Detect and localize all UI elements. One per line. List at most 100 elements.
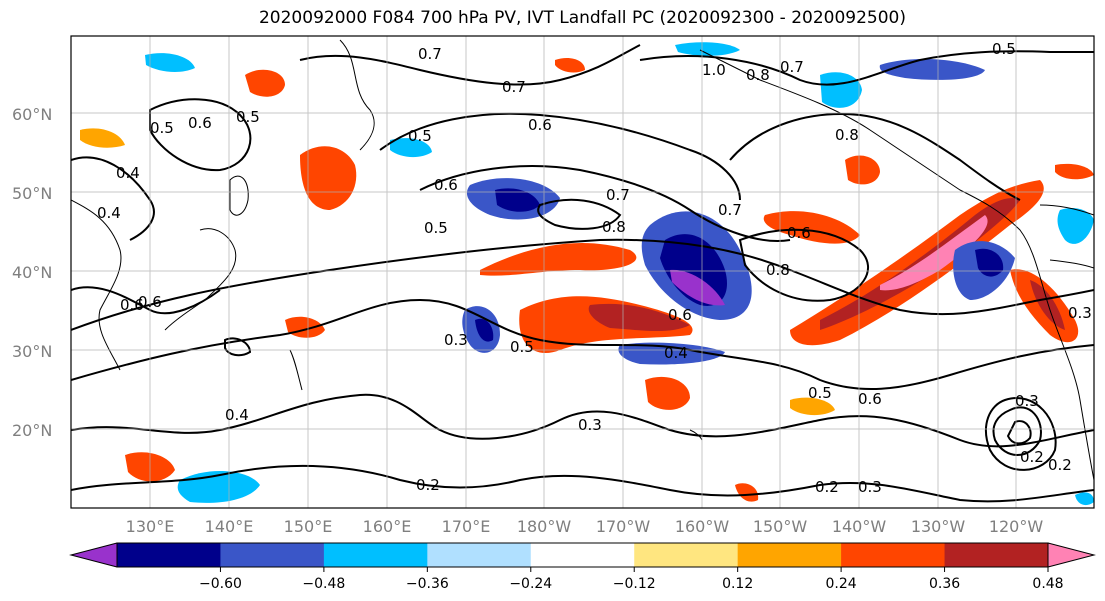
neg-blob-subtropical xyxy=(618,342,725,365)
contour-label: 0.6 xyxy=(138,293,162,311)
neg-blob-north-core xyxy=(495,188,540,212)
contour-label: 0.5 xyxy=(424,219,448,237)
lon-label: 140°E xyxy=(205,517,254,536)
border-state xyxy=(1049,259,1094,269)
contour-label: 0.6 xyxy=(787,224,811,242)
contour-line xyxy=(299,44,641,86)
colorbar-tick-label: −0.12 xyxy=(613,576,656,592)
contour-closed xyxy=(537,198,622,230)
coastlines xyxy=(71,39,1094,481)
colorbar-segment xyxy=(117,543,221,567)
pv-contours xyxy=(71,44,1094,503)
contour-label: 0.7 xyxy=(780,58,804,76)
colorbar-segment xyxy=(944,543,1049,567)
pos-blob-bering xyxy=(555,58,585,73)
contour-line xyxy=(419,165,791,242)
colorbar-segment xyxy=(530,543,635,567)
contour-label: 0.2 xyxy=(815,478,839,496)
pos-blob-northwest xyxy=(80,128,125,148)
coastline-japan xyxy=(164,228,237,331)
contour-label: 0.3 xyxy=(858,478,882,496)
colorbar-segment xyxy=(737,543,842,567)
neg-trough-max xyxy=(670,269,725,306)
neg-blob-west-coast-core xyxy=(975,248,1004,277)
contour-line xyxy=(71,238,1094,331)
contour-label: 0.7 xyxy=(606,186,630,204)
contour-line xyxy=(71,393,1094,448)
colorbar-extend-left xyxy=(71,543,117,567)
contour-label: 0.2 xyxy=(1020,448,1044,466)
colorbar-extend-right xyxy=(1048,543,1094,567)
colorbar-segment xyxy=(323,543,428,567)
contour-label: 0.4 xyxy=(116,164,140,182)
latitude-labels: 60°N 50°N 40°N 30°N 20°N xyxy=(12,105,52,440)
lon-label: 180°W xyxy=(517,517,572,536)
lat-label-30n: 30°N xyxy=(12,342,52,361)
colorbar-tick-label: −0.24 xyxy=(509,576,552,592)
coastline-sakhalin xyxy=(229,175,249,216)
contour-closed-low xyxy=(992,406,1042,456)
contour-closed xyxy=(149,98,252,172)
neg-blob-se-corner xyxy=(1075,492,1094,506)
lat-label-40n: 40°N xyxy=(12,263,52,282)
contour-label: 0.7 xyxy=(718,201,742,219)
contour-line xyxy=(71,156,155,241)
contour-label: 0.8 xyxy=(835,126,859,144)
contour-line xyxy=(71,298,1094,391)
lon-label: 170°W xyxy=(596,517,651,536)
lon-label: 170°E xyxy=(442,517,491,536)
plot-area: 0.7 0.5 0.6 0.7 0.6 0.5 0.6 0.5 0.6 0.4 … xyxy=(70,35,1095,509)
contour-line xyxy=(639,50,1094,86)
pos-blob-hawaii-north xyxy=(645,376,690,410)
contour-label: 0.4 xyxy=(664,344,688,362)
contour-label: 0.6 xyxy=(858,390,882,408)
contour-label: 0.4 xyxy=(225,406,249,424)
colorbar-tick-label: −0.36 xyxy=(406,576,449,592)
contour-label: 0.5 xyxy=(408,127,432,145)
contour-label: 0.5 xyxy=(236,108,260,126)
contour-label: 0.2 xyxy=(1048,456,1072,474)
plot-frame xyxy=(70,35,1095,509)
contour-label: 0.6 xyxy=(188,114,212,132)
pos-blob-california-core xyxy=(1030,280,1065,330)
neg-blob-rockies xyxy=(1057,208,1094,244)
contour-label: 0.8 xyxy=(746,66,770,84)
neg-blob-north-central xyxy=(675,42,740,56)
neg-blob-central-core xyxy=(475,318,494,342)
contour-label: 0.5 xyxy=(808,384,832,402)
border-canada-us xyxy=(1039,204,1094,216)
pos-blob-siberia xyxy=(245,69,285,97)
contour-label: 0.6 xyxy=(434,176,458,194)
neg-blob-north-west xyxy=(145,53,195,72)
pc-shading xyxy=(80,42,1094,506)
contour-label: 0.4 xyxy=(97,204,121,222)
colorbar-tick-label: −0.48 xyxy=(302,576,345,592)
coastline-hawaii xyxy=(689,429,703,441)
contour-line xyxy=(379,112,741,201)
pos-band-ne-max xyxy=(880,215,988,291)
contour-labels: 0.7 0.5 0.6 0.7 0.6 0.5 0.6 0.5 0.6 0.4 … xyxy=(97,40,1092,496)
contour-label: 0.3 xyxy=(578,416,602,434)
contour-closed-small xyxy=(224,337,252,357)
lat-label-20n: 20°N xyxy=(12,421,52,440)
contour-label: 0.5 xyxy=(150,119,174,137)
pos-band-central-north xyxy=(480,242,637,276)
coastline-islands xyxy=(289,349,303,391)
lon-label: 160°W xyxy=(675,517,730,536)
colorbar-segment xyxy=(427,543,532,567)
contour-label: 0.3 xyxy=(444,331,468,349)
neg-blob-kuril xyxy=(390,138,432,158)
contour-label: 0.5 xyxy=(510,338,534,356)
pos-blob-subtropical xyxy=(790,397,835,416)
pos-blob-alaska xyxy=(845,155,880,185)
contour-label: 0.7 xyxy=(502,78,526,96)
pos-band-central-core xyxy=(588,303,690,332)
coastline-kamchatka xyxy=(339,39,375,151)
map-title: 2020092000 F084 700 hPa PV, IVT Landfall… xyxy=(258,8,906,28)
colorbar-segment xyxy=(634,543,739,567)
contour-closed xyxy=(738,228,870,302)
contour-label: 0.5 xyxy=(992,40,1016,58)
contour-label: 0.8 xyxy=(602,218,626,236)
lon-label: 150°W xyxy=(753,517,808,536)
